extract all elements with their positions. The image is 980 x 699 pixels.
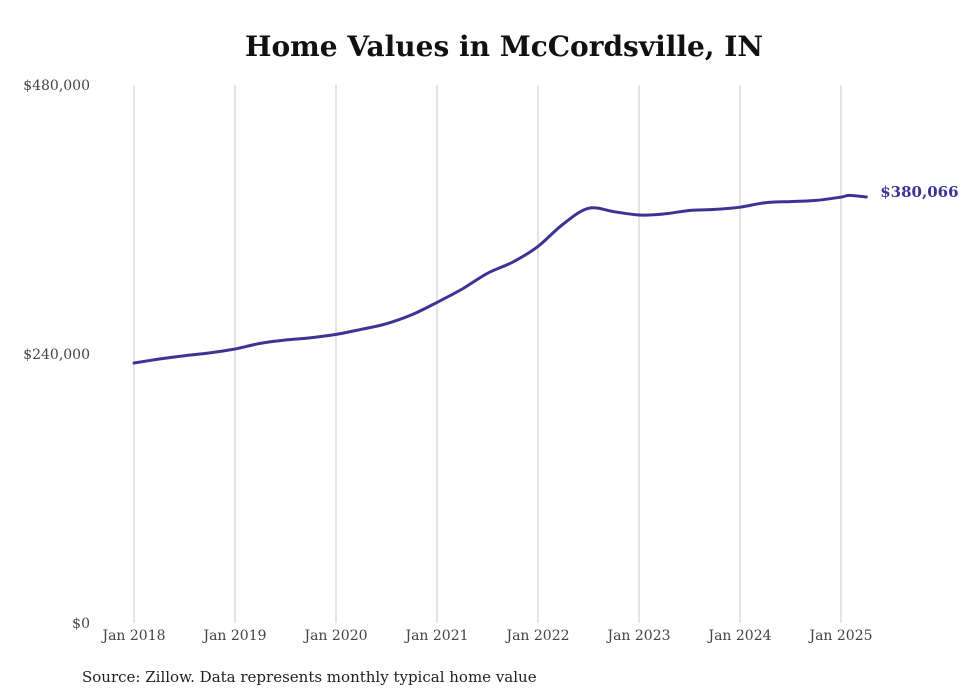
y-tick-label: $240,000: [23, 347, 90, 363]
x-tick-label: Jan 2025: [807, 628, 872, 644]
chart-title: Home Values in McCordsville, IN: [245, 30, 763, 63]
x-tick-label: Jan 2018: [100, 628, 165, 644]
y-axis-ticks: $0 $240,000 $480,000: [23, 78, 90, 632]
annotation-layer: $380,066: [880, 183, 958, 201]
grid-lines: [133, 85, 842, 623]
series-line: [132, 193, 868, 365]
x-tick-label: Jan 2023: [605, 628, 670, 644]
x-tick-label: Jan 2021: [403, 628, 468, 644]
x-axis-ticks: Jan 2018 Jan 2019 Jan 2020 Jan 2021 Jan 2022…: [100, 628, 872, 644]
source-note: Source: Zillow. Data represents monthly …: [82, 668, 537, 686]
x-tick-label: Jan 2024: [706, 628, 771, 644]
x-tick-label: Jan 2022: [504, 628, 569, 644]
series-layer: [132, 193, 868, 365]
y-tick-label: $0: [72, 616, 90, 632]
y-tick-label: $480,000: [23, 78, 90, 94]
x-tick-label: Jan 2019: [201, 628, 266, 644]
x-tick-label: Jan 2020: [302, 628, 367, 644]
end-value-label: $380,066: [880, 183, 958, 201]
